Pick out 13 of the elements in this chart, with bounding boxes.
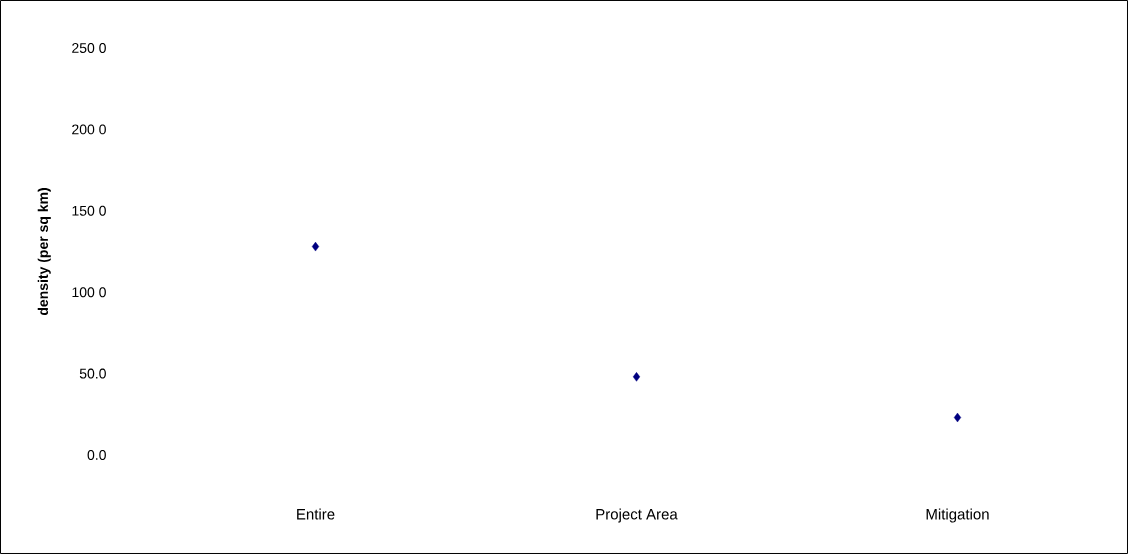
point: [953, 412, 962, 423]
x-tick-label: Mitigation: [926, 508, 989, 523]
y-tick-label: 200 0: [72, 124, 106, 135]
y-tick-label: 100 0: [72, 287, 106, 298]
point: [311, 241, 320, 252]
y-tick-label: 0.0: [87, 450, 106, 460]
y-axis-title: density (per sq km): [37, 188, 51, 316]
x-tick-label: Entire: [297, 508, 335, 520]
y-tick-label: 50.0: [79, 368, 106, 379]
point: [632, 372, 641, 382]
y-tick-label: 150 0: [72, 205, 106, 216]
y-tick-label: 250 0: [72, 43, 106, 53]
x-tick-label: Project Area: [596, 508, 678, 523]
